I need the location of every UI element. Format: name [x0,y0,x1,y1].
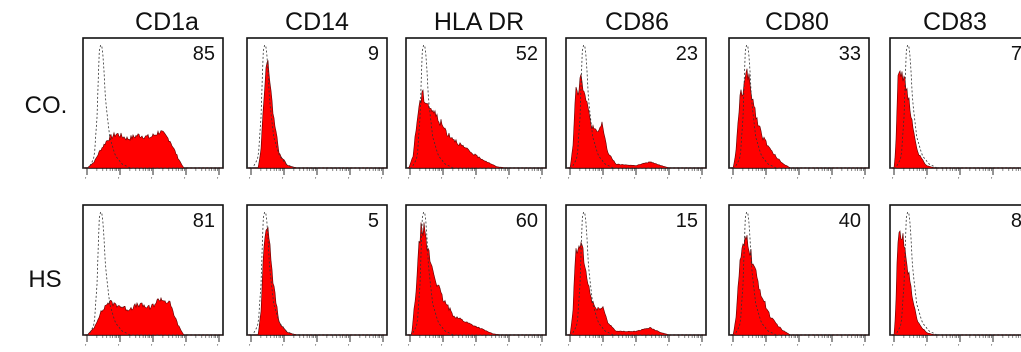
percent-positive-label: 81 [193,210,215,232]
condition-label: HS [28,266,61,293]
tick-label: ′ [217,177,219,184]
tick-label: ′ [85,344,87,351]
tick-label: ′ [700,344,702,351]
condition-label: CO. [25,92,68,119]
marker-title: CD14 [285,8,349,36]
tick-label: ′ [863,177,865,184]
tick-label: ′ [892,177,894,184]
percent-positive-label: 15 [676,210,698,232]
percent-positive-label: 7 [1011,43,1021,65]
tick-label: ′ [863,344,865,351]
tick-label: ′ [568,177,570,184]
tick-label: ′ [764,344,766,351]
percent-positive-label: 60 [516,210,538,232]
tick-label: ′ [830,344,832,351]
tick-label: ′ [249,344,251,351]
tick-label: ′ [958,344,960,351]
tick-label: ′ [540,344,542,351]
percent-positive-label: 23 [676,43,698,65]
tick-label: ′ [991,344,993,351]
tick-label: ′ [830,177,832,184]
percent-positive-label: 85 [193,43,215,65]
tick-label: ′ [667,177,669,184]
percent-positive-label: 5 [368,210,379,232]
tick-label: ′ [991,177,993,184]
tick-label: ′ [568,344,570,351]
tick-label: ′ [797,177,799,184]
tick-label: ′ [764,177,766,184]
percent-positive-label: 40 [839,210,861,232]
percent-positive-label: 9 [368,43,379,65]
percent-positive-label: 33 [839,43,861,65]
tick-label: ′ [474,344,476,351]
tick-label: ′ [85,177,87,184]
tick-label: ′ [151,177,153,184]
tick-label: ′ [540,177,542,184]
tick-label: ′ [249,177,251,184]
tick-label: ′ [601,344,603,351]
tick-label: ′ [925,177,927,184]
tick-label: ′ [184,177,186,184]
tick-label: ′ [315,177,317,184]
tick-label: ′ [282,177,284,184]
percent-positive-label: 8 [1011,210,1021,232]
marker-title: CD83 [923,8,987,36]
tick-label: ′ [151,344,153,351]
tick-label: ′ [408,344,410,351]
marker-title: CD86 [605,8,669,36]
tick-label: ′ [474,177,476,184]
tick-label: ′ [217,344,219,351]
tick-label: ′ [348,344,350,351]
tick-label: ′ [441,177,443,184]
tick-label: ′ [892,344,894,351]
tick-label: ′ [634,177,636,184]
tick-label: ′ [667,344,669,351]
tick-label: ′ [381,177,383,184]
tick-label: ′ [118,177,120,184]
tick-label: ′ [348,177,350,184]
marker-title: HLA DR [434,8,524,36]
tick-label: ′ [731,177,733,184]
percent-positive-label: 52 [516,43,538,65]
tick-label: ′ [731,344,733,351]
tick-label: ′ [507,177,509,184]
tick-label: ′ [797,344,799,351]
tick-label: ′ [441,344,443,351]
tick-label: ′ [601,177,603,184]
tick-label: ′ [282,344,284,351]
tick-label: ′ [507,344,509,351]
tick-label: ′ [408,177,410,184]
tick-label: ′ [381,344,383,351]
marker-title: CD80 [765,8,829,36]
tick-label: ′ [315,344,317,351]
tick-label: ′ [958,177,960,184]
tick-label: ′ [700,177,702,184]
tick-label: ′ [925,344,927,351]
tick-label: ′ [634,344,636,351]
marker-title: CD1a [135,8,199,36]
tick-label: ′ [184,344,186,351]
tick-label: ′ [118,344,120,351]
